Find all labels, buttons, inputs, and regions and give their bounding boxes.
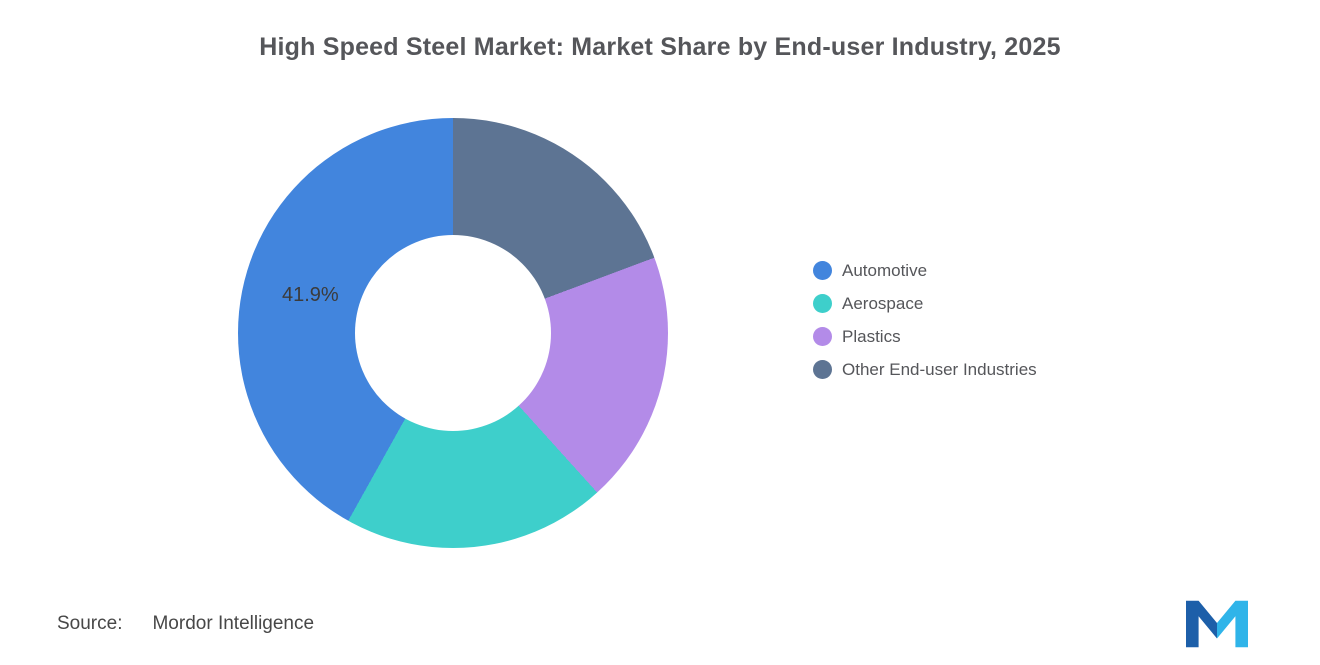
legend-item: Plastics	[813, 327, 1037, 346]
legend-swatch	[813, 327, 832, 346]
legend-item: Other End-user Industries	[813, 360, 1037, 379]
logo-right-shape	[1217, 600, 1248, 648]
chart-title: High Speed Steel Market: Market Share by…	[259, 33, 1061, 61]
legend-swatch	[813, 261, 832, 280]
legend-label: Other End-user Industries	[842, 359, 1037, 379]
slice-label-automotive: 41.9%	[282, 284, 339, 306]
donut-hole	[355, 235, 551, 431]
mordor-intelligence-logo	[1186, 600, 1248, 648]
source-line: Source: Mordor Intelligence	[57, 613, 314, 635]
legend-item: Automotive	[813, 261, 1037, 280]
legend-label: Plastics	[842, 326, 901, 346]
legend-label: Automotive	[842, 260, 928, 280]
legend-item: Aerospace	[813, 294, 1037, 313]
legend-swatch	[813, 360, 832, 379]
legend-swatch	[813, 294, 832, 313]
source-text: Mordor Intelligence	[152, 613, 315, 634]
logo-left-shape	[1186, 600, 1217, 648]
legend: Automotive Aerospace Plastics Other End-…	[813, 261, 1037, 379]
source-prefix: Source:	[57, 613, 123, 634]
donut-chart: 41.9%	[238, 118, 668, 548]
legend-label: Aerospace	[842, 293, 924, 313]
